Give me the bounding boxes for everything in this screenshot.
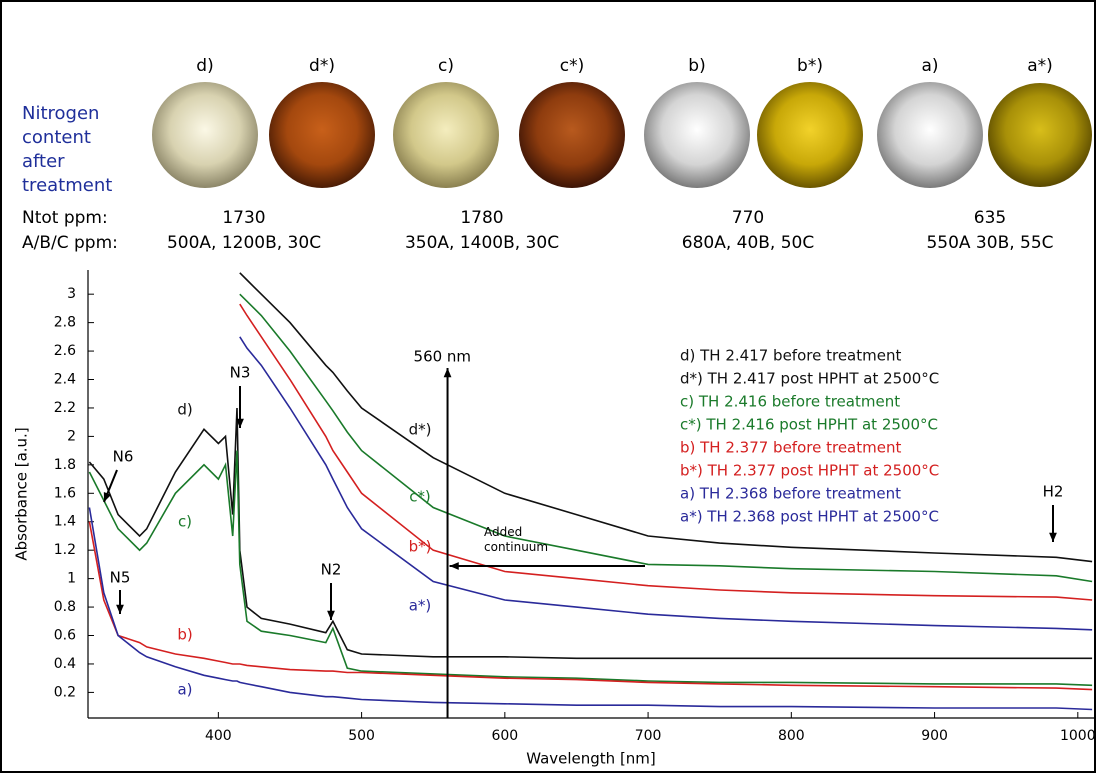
diamond bbox=[269, 82, 375, 188]
series-line bbox=[239, 336, 1093, 631]
curve-label: a*) bbox=[409, 597, 432, 615]
y-tick-label: 1.6 bbox=[54, 485, 76, 501]
series-line bbox=[88, 507, 1093, 711]
x-tick-label: 1000 bbox=[1060, 728, 1096, 744]
annotation: N2 bbox=[321, 561, 342, 579]
diamonds bbox=[152, 82, 1092, 188]
diamond bbox=[393, 82, 499, 188]
legend-entry: a) TH 2.368 before treatment bbox=[680, 485, 901, 503]
annotation: H2 bbox=[1043, 483, 1064, 501]
y-tick-label: 3 bbox=[67, 286, 76, 302]
legend-entry: d) TH 2.417 before treatment bbox=[680, 347, 901, 365]
annotation: N5 bbox=[110, 569, 131, 587]
y-tick-label: 2 bbox=[67, 428, 76, 444]
y-tick-label: 1.4 bbox=[54, 514, 76, 530]
legend-entry: c*) TH 2.416 post HPHT at 2500°C bbox=[680, 416, 938, 434]
annotation-arrow-head bbox=[103, 492, 112, 502]
y-tick-label: 1 bbox=[67, 571, 76, 587]
y-axis-label: Absorbance [a.u.] bbox=[13, 427, 31, 560]
annotation-arrow-head bbox=[327, 610, 335, 620]
series-line bbox=[239, 293, 1093, 583]
y-tick-label: 1.8 bbox=[54, 457, 76, 473]
row-value: 550A 30B, 55C bbox=[926, 233, 1053, 253]
x-tick-label: 500 bbox=[348, 728, 375, 744]
marker-label: 560 nm bbox=[414, 348, 472, 366]
curve-label: a) bbox=[177, 681, 192, 699]
legend-entry: b) TH 2.377 before treatment bbox=[680, 439, 901, 457]
continuum-label: Added continuum bbox=[484, 525, 549, 554]
diamond bbox=[757, 82, 863, 188]
diamond bbox=[152, 82, 258, 188]
annotation: N3 bbox=[230, 364, 251, 382]
series-line bbox=[88, 521, 1093, 691]
legend-entry: d*) TH 2.417 post HPHT at 2500°C bbox=[680, 370, 939, 388]
curve-label: d*) bbox=[409, 421, 432, 439]
sample-label: b) bbox=[688, 56, 705, 76]
x-axis-label: Wavelength [nm] bbox=[526, 750, 656, 768]
y-tick-label: 0.2 bbox=[54, 684, 76, 700]
sample-label: d) bbox=[196, 56, 213, 76]
sample-label: c*) bbox=[560, 56, 584, 76]
sample-label: b*) bbox=[797, 56, 823, 76]
curve-label: c) bbox=[178, 513, 192, 531]
row-value: 500A, 1200B, 30C bbox=[167, 233, 321, 253]
row-label: A/B/C ppm: bbox=[22, 233, 118, 253]
diamond bbox=[877, 82, 983, 188]
x-tick-label: 700 bbox=[635, 728, 662, 744]
row-value: 680A, 40B, 50C bbox=[682, 233, 815, 253]
x-tick-label: 900 bbox=[921, 728, 948, 744]
sample-label: d*) bbox=[309, 56, 335, 76]
x-tick-label: 600 bbox=[491, 728, 518, 744]
row-value: 770 bbox=[732, 208, 764, 228]
curve-label: d) bbox=[177, 401, 192, 419]
y-tick-label: 0.6 bbox=[54, 628, 76, 644]
curve-label: b) bbox=[177, 626, 192, 644]
y-tick-label: 0.8 bbox=[54, 599, 76, 615]
x-tick-label: 400 bbox=[205, 728, 232, 744]
marker-line-head bbox=[443, 368, 452, 378]
legend-entry: c) TH 2.416 before treatment bbox=[680, 393, 900, 411]
y-tick-label: 1.2 bbox=[54, 542, 76, 558]
row-value: 350A, 1400B, 30C bbox=[405, 233, 559, 253]
curve-label: c*) bbox=[409, 488, 431, 506]
diamond bbox=[988, 83, 1092, 187]
annotation-arrow-head bbox=[236, 418, 244, 428]
annotation-arrow-head bbox=[1049, 532, 1057, 542]
sample-label: a) bbox=[921, 56, 938, 76]
row-value: 1780 bbox=[460, 208, 503, 228]
sample-label: a*) bbox=[1027, 56, 1053, 76]
series-line bbox=[88, 407, 1093, 660]
curve-label: b*) bbox=[409, 538, 432, 556]
series-line bbox=[88, 450, 1093, 687]
diamond bbox=[644, 82, 750, 188]
row-value: 1730 bbox=[222, 208, 265, 228]
legend-entry: b*) TH 2.377 post HPHT at 2500°C bbox=[680, 462, 939, 480]
diamond bbox=[519, 82, 625, 188]
series-line bbox=[239, 303, 1093, 601]
annotation-arrow-head bbox=[116, 604, 124, 614]
y-tick-label: 2.8 bbox=[54, 315, 76, 331]
x-tick-label: 800 bbox=[778, 728, 805, 744]
y-tick-label: 2.4 bbox=[54, 372, 76, 388]
side-title: Nitrogen content after treatment bbox=[22, 103, 113, 196]
row-label: Ntot ppm: bbox=[22, 208, 108, 228]
row-value: 635 bbox=[974, 208, 1006, 228]
legend-entry: a*) TH 2.368 post HPHT at 2500°C bbox=[680, 508, 939, 526]
y-tick-label: 2.2 bbox=[54, 400, 76, 416]
series-line bbox=[239, 272, 1093, 563]
continuum-arrow-head bbox=[449, 562, 459, 570]
y-tick-label: 2.6 bbox=[54, 343, 76, 359]
y-tick-label: 0.4 bbox=[54, 656, 76, 672]
sample-label: c) bbox=[438, 56, 454, 76]
annotation: N6 bbox=[113, 448, 134, 466]
